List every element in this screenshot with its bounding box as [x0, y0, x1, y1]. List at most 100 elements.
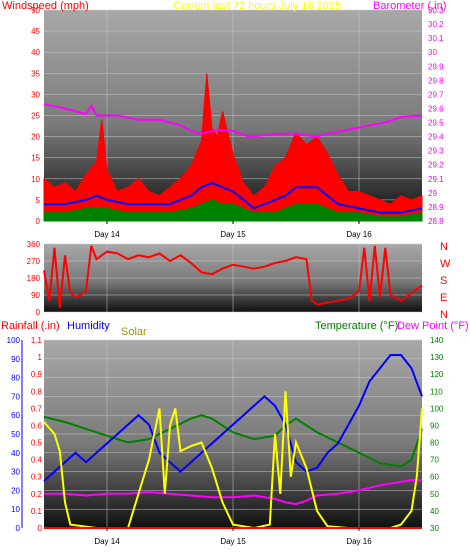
- temperature-y-tick-label: 90: [430, 421, 439, 430]
- series-gust: [43, 73, 423, 222]
- temperature-y-ticks: 30 40 50 60 70 80 90 100 110 120 130 140: [430, 336, 444, 533]
- legend-dew-point: Dew Point (°F): [397, 320, 469, 332]
- direction-y-tick-label: 90: [31, 291, 40, 300]
- legend-rainfall: Rainfall (.in): [1, 320, 60, 332]
- wind-y-tick-label: 50: [31, 6, 40, 15]
- series-temperature: [43, 414, 423, 468]
- wind-y-ticks: 0 5 10 15 20 25 30 35 40 45 50: [31, 6, 40, 226]
- wind-axis-label: Windspeed (mph): [2, 0, 89, 12]
- wind-y-tick-label: 35: [31, 69, 40, 78]
- temperature-y-tick-label: 60: [430, 473, 439, 482]
- wind-y-tick-label: 15: [31, 154, 40, 163]
- barometer-y-tick-label: 30: [428, 48, 437, 57]
- barometer-y-tick-label: 29: [428, 189, 437, 198]
- wind-y-tick-label: 20: [31, 133, 40, 142]
- rainfall-y-tick-label: 0.7: [31, 404, 43, 413]
- compass-label: E: [440, 292, 447, 304]
- rainfall-y-tick-label: 0.1: [31, 507, 43, 516]
- chart-title: Current last 72 hours July 16 2025: [173, 0, 341, 12]
- barometer-y-tick-label: 28.8: [428, 217, 444, 226]
- humidity-y-tick-label: 30: [11, 468, 20, 477]
- rainfall-y-tick-label: 0.9: [31, 370, 43, 379]
- humidity-y-tick-label: 0: [16, 524, 21, 533]
- humidity-y-tick-label: 50: [11, 430, 20, 439]
- humidity-y-tick-label: 10: [11, 505, 20, 514]
- temp-x-tick-label: Day 14: [94, 537, 120, 546]
- direction-gridlines: [44, 243, 422, 313]
- temperature-y-tick-label: 100: [430, 404, 444, 413]
- wind-y-tick-label: 40: [31, 48, 40, 57]
- temperature-y-tick-label: 140: [430, 336, 444, 345]
- direction-y-tick-label: 360: [27, 240, 41, 249]
- wind-y-tick-label: 0: [36, 217, 41, 226]
- barometer-y-tick-label: 29.1: [428, 175, 444, 184]
- compass-label: N: [440, 309, 448, 321]
- barometer-y-tick-label: 28.9: [428, 203, 444, 212]
- humidity-y-tick-label: 40: [11, 449, 20, 458]
- compass-label: N: [440, 241, 448, 253]
- direction-y-ticks: 0 90 180 270 360: [27, 240, 41, 317]
- barometer-y-tick-label: 29.3: [428, 147, 444, 156]
- humidity-y-tick-label: 90: [11, 355, 20, 364]
- series-wind: [43, 199, 423, 222]
- series-humidity: [43, 354, 423, 482]
- barometer-y-tick-label: 29.5: [428, 119, 444, 128]
- temperature-y-tick-label: 80: [430, 439, 439, 448]
- barometer-y-tick-label: 29.8: [428, 76, 444, 85]
- barometer-y-tick-label: 30.1: [428, 34, 444, 43]
- temperature-y-tick-label: 40: [430, 507, 439, 516]
- temperature-y-tick-label: 70: [430, 456, 439, 465]
- temperature-y-tick-label: 30: [430, 524, 439, 533]
- humidity-y-tick-label: 20: [11, 486, 20, 495]
- barometer-y-tick-label: 30.2: [428, 20, 444, 29]
- humidity-y-ticks: 0 10 20 30 40 50 60 70 80 90 100: [7, 336, 23, 533]
- compass-label: S: [440, 275, 447, 287]
- temperature-y-tick-label: 110: [430, 387, 443, 396]
- rainfall-y-tick-label: 0.8: [31, 387, 43, 396]
- rainfall-y-tick-label: 1.1: [31, 336, 43, 345]
- wind-x-tick-label: Day 14: [94, 230, 120, 239]
- wind-y-tick-label: 45: [31, 27, 40, 36]
- rainfall-y-ticks: 0 0.1 0.2 0.3 0.4 0.5 0.6 0.7 0.8 0.9 1 1.1: [31, 336, 43, 533]
- series-barometer: [43, 103, 423, 138]
- humidity-y-tick-label: 60: [11, 411, 20, 420]
- rainfall-y-tick-label: 1: [38, 353, 43, 362]
- rainfall-y-tick-label: 0.2: [31, 490, 43, 499]
- barometer-y-tick-label: 29.2: [428, 161, 444, 170]
- humidity-y-tick-label: 100: [7, 336, 21, 345]
- barometer-y-tick-label: 30.3: [428, 6, 444, 15]
- direction-y-tick-label: 0: [36, 308, 41, 317]
- series-average: [44, 181, 423, 214]
- temperature-y-tick-label: 50: [430, 490, 439, 499]
- rainfall-y-tick-label: 0: [38, 524, 43, 533]
- temp-x-tick-label: Day 15: [220, 537, 246, 546]
- direction-y-tick-label: 180: [27, 274, 41, 283]
- legend-solar: Solar: [121, 326, 147, 338]
- wind-y-tick-label: 5: [36, 196, 41, 205]
- humidity-y-tick-label: 80: [11, 374, 20, 383]
- wind-series: [43, 73, 423, 222]
- legend-temperature: Temperature (°F): [315, 320, 398, 332]
- temperature-y-tick-label: 120: [430, 370, 444, 379]
- barometer-y-tick-label: 29.7: [428, 90, 444, 99]
- direction-series: [43, 245, 423, 309]
- barometer-y-ticks: 28.8 28.9 29 29.1 29.2 29.3 29.4 29.5 29.6 29.7 29…: [428, 6, 444, 226]
- barometer-y-tick-label: 29.4: [428, 133, 444, 142]
- series-dew-point: [44, 479, 422, 506]
- humidity-y-tick-label: 70: [11, 392, 20, 401]
- barometer-y-tick-label: 29.6: [428, 104, 444, 113]
- wind-x-tick-label: Day 16: [346, 230, 372, 239]
- temp-x-tick-label: Day 16: [346, 537, 372, 546]
- temp-x-ticks: Day 14 Day 15 Day 16: [94, 528, 372, 546]
- legend-humidity: Humidity: [67, 320, 110, 332]
- rainfall-y-tick-label: 0.3: [31, 473, 43, 482]
- wind-x-ticks: Day 14 Day 15 Day 16: [94, 221, 372, 239]
- wind-y-tick-label: 30: [31, 90, 40, 99]
- rainfall-y-tick-label: 0.4: [31, 456, 43, 465]
- direction-y-tick-label: 270: [27, 257, 41, 266]
- compass-label: W: [440, 258, 451, 270]
- temperature-y-tick-label: 130: [430, 353, 444, 362]
- rainfall-y-tick-label: 0.6: [31, 421, 43, 430]
